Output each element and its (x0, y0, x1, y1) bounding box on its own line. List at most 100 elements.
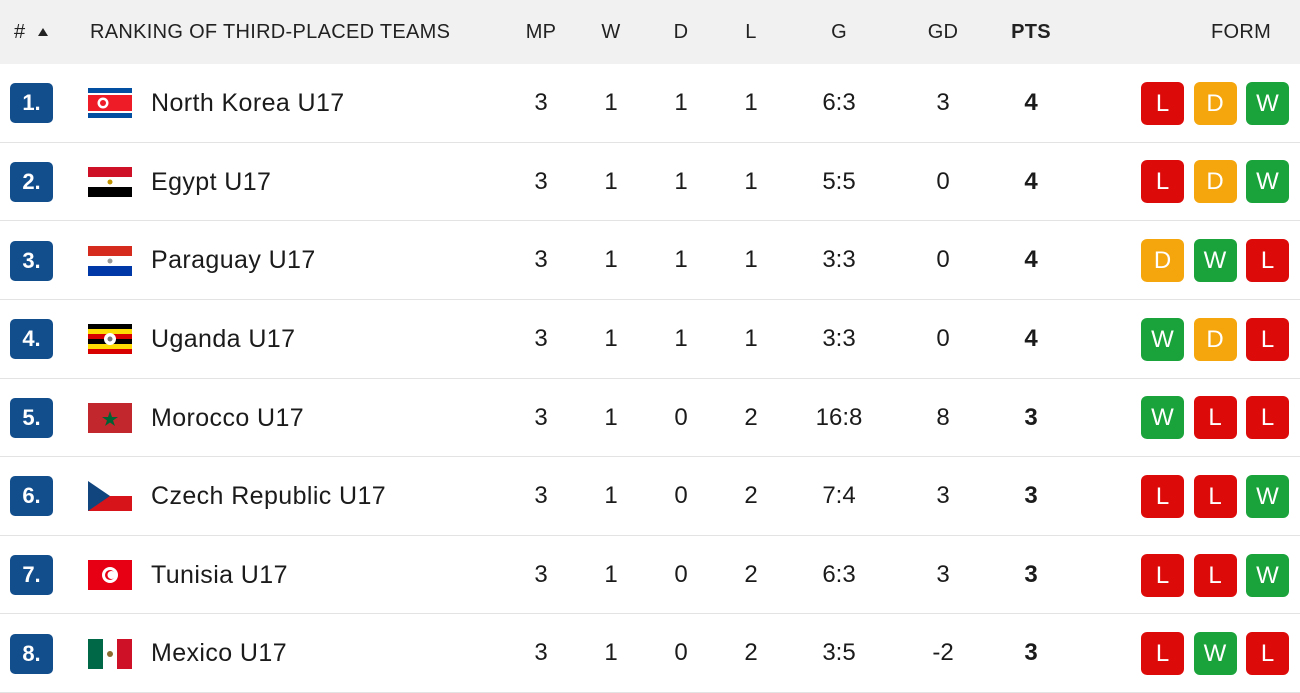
mp-cell: 3 (534, 246, 548, 274)
form-badge[interactable]: W (1141, 317, 1184, 361)
g-cell: 5:5 (822, 167, 856, 195)
l-header[interactable]: L (745, 21, 757, 43)
gd-cell: 8 (936, 403, 950, 431)
d-cell: 1 (674, 167, 688, 195)
gd-cell: 0 (936, 324, 950, 352)
form-badge[interactable]: W (1246, 553, 1289, 597)
form-badge[interactable]: W (1246, 160, 1289, 204)
w-header[interactable]: W (601, 21, 621, 43)
pts-cell: 3 (1024, 403, 1038, 431)
table-row[interactable]: 7. Tunisia U17 3 1 0 2 6:3 3 3 L L W (0, 536, 1300, 615)
rank-badge: 7. (10, 555, 53, 596)
table-row[interactable]: 2. Egypt U17 3 1 1 1 5:5 0 4 L D W (0, 143, 1300, 222)
d-header[interactable]: D (673, 21, 689, 43)
table-row[interactable]: 3. Paraguay U17 3 1 1 1 3:3 0 4 D W L (0, 221, 1300, 300)
form-badge[interactable]: D (1193, 81, 1237, 125)
form-badge[interactable]: W (1246, 474, 1289, 518)
form-badge[interactable]: L (1193, 553, 1237, 597)
g-header[interactable]: G (831, 21, 847, 43)
pts-cell: 3 (1024, 560, 1038, 588)
team-flag (88, 560, 132, 595)
form-badge[interactable]: L (1193, 396, 1237, 440)
d-cell: 1 (674, 246, 688, 274)
l-cell: 2 (744, 639, 758, 667)
pts-header[interactable]: PTS (1011, 21, 1051, 43)
table-row[interactable]: 6. Czech Republic U17 3 1 0 2 7:4 3 3 L L W (0, 457, 1300, 536)
table-row[interactable]: 4. Uganda U17 3 1 1 1 3:3 0 4 W D L (0, 300, 1300, 379)
form-badge[interactable]: L (1246, 396, 1289, 440)
form-badge[interactable]: W (1193, 239, 1237, 283)
w-cell: 1 (604, 403, 618, 431)
form-badge[interactable]: W (1246, 81, 1289, 125)
l-cell: 1 (744, 89, 758, 116)
form-badge[interactable]: L (1246, 239, 1289, 283)
form-badge[interactable]: L (1193, 474, 1237, 518)
gd-header[interactable]: GD (927, 21, 959, 43)
table-row[interactable]: 1. North Korea U17 3 1 1 1 6:3 3 4 L D W (0, 64, 1300, 143)
form-badge[interactable]: L (1246, 317, 1289, 361)
form-badge[interactable]: D (1141, 239, 1184, 283)
w-cell: 1 (604, 246, 618, 274)
mp-cell: 3 (534, 639, 548, 667)
team-name[interactable]: Tunisia U17 (151, 560, 288, 589)
team-name[interactable]: North Korea U17 (151, 89, 345, 117)
w-cell: 1 (604, 560, 618, 588)
mp-cell: 3 (534, 560, 548, 588)
table-row[interactable]: 8. Mexico U17 3 1 0 2 3:5 -2 3 L W L (0, 614, 1300, 693)
team-name[interactable]: Morocco U17 (151, 403, 305, 432)
d-cell: 1 (674, 324, 688, 352)
d-cell: 0 (674, 482, 688, 510)
rank-badge: 4. (10, 319, 53, 360)
team-name[interactable]: Mexico U17 (151, 639, 287, 668)
mp-cell: 3 (534, 482, 548, 510)
g-cell: 6:3 (822, 560, 856, 588)
gd-cell: 3 (936, 482, 950, 510)
mp-cell: 3 (534, 167, 548, 195)
form-badge[interactable]: L (1141, 160, 1184, 204)
form-badge[interactable]: D (1193, 160, 1237, 204)
form-badge[interactable]: L (1246, 632, 1289, 676)
flag-image (88, 481, 132, 512)
rank-badge: 6. (10, 476, 53, 517)
pts-cell: 4 (1024, 324, 1038, 352)
flag-image (88, 324, 132, 355)
team-flag (88, 638, 132, 674)
team-name[interactable]: Czech Republic U17 (151, 482, 387, 511)
team-name[interactable]: Paraguay U17 (151, 246, 316, 275)
mp-cell: 3 (534, 403, 548, 431)
form-badge[interactable]: W (1193, 632, 1237, 676)
l-cell: 1 (744, 324, 758, 352)
w-cell: 1 (604, 89, 618, 116)
g-cell: 7:4 (822, 482, 856, 510)
flag-image (88, 245, 132, 276)
gd-cell: 0 (936, 167, 950, 195)
table-header: # RANKING OF THIRD-PLACED TEAMS MP W D L… (0, 0, 1300, 64)
form-badge[interactable]: L (1141, 81, 1184, 125)
w-cell: 1 (604, 324, 618, 352)
form-badge[interactable]: D (1193, 317, 1237, 361)
form-badge[interactable]: L (1141, 553, 1184, 597)
mp-cell: 3 (534, 324, 548, 352)
flag-image (88, 638, 132, 669)
form-badge[interactable]: L (1141, 632, 1184, 676)
team-flag (88, 324, 132, 359)
g-cell: 3:3 (822, 324, 856, 352)
form-badge[interactable]: W (1141, 396, 1184, 440)
rank-badge: 1. (10, 83, 53, 124)
gd-cell: -2 (932, 639, 954, 667)
mp-cell: 3 (534, 89, 548, 116)
pts-cell: 4 (1024, 89, 1038, 116)
team-name[interactable]: Egypt U17 (151, 167, 272, 196)
team-name[interactable]: Uganda U17 (151, 324, 296, 353)
pts-cell: 4 (1024, 167, 1038, 195)
table-row[interactable]: 5. Morocco U17 3 1 0 2 16:8 8 3 W L L (0, 379, 1300, 458)
w-cell: 1 (604, 482, 618, 510)
form-badge[interactable]: L (1141, 474, 1184, 518)
flag-image (88, 560, 132, 591)
g-cell: 16:8 (815, 403, 863, 431)
rank-header[interactable]: # (14, 21, 26, 43)
team-flag (88, 245, 132, 281)
sort-arrow[interactable] (37, 26, 49, 38)
mp-header[interactable]: MP (525, 21, 557, 43)
